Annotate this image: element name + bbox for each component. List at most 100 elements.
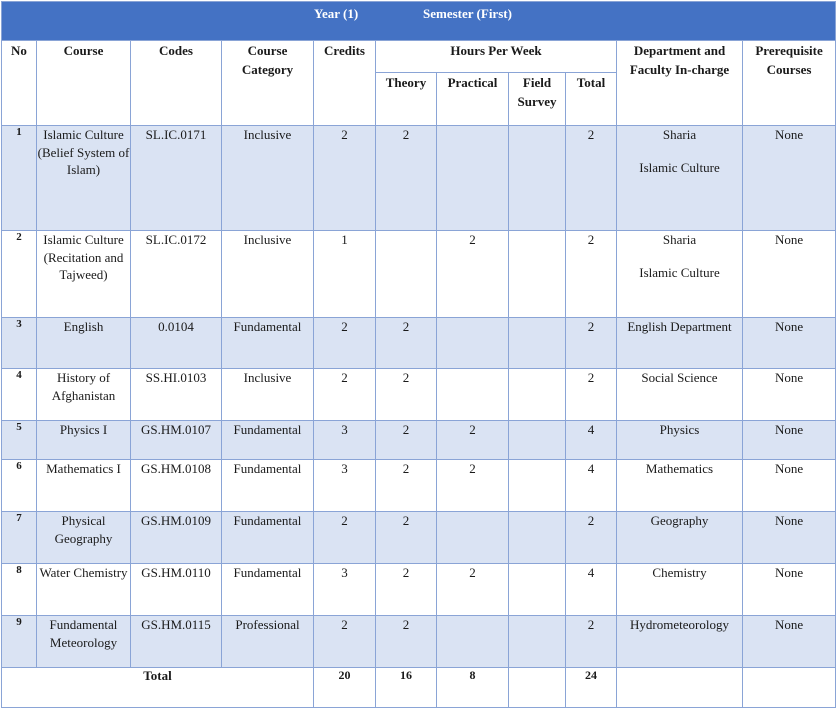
field-hours	[508, 615, 566, 668]
total-hours-sum: 24	[565, 667, 617, 708]
semester-label: Semester (First)	[423, 6, 512, 21]
course-code: GS.HM.0107	[130, 420, 222, 460]
course-category: Inclusive	[221, 230, 314, 318]
course-credits: 2	[313, 615, 376, 668]
prerequisite: None	[741, 230, 837, 318]
field-hours	[508, 511, 566, 564]
header-category: Course Category	[221, 40, 314, 126]
prerequisite: None	[741, 511, 837, 564]
practical-hours: 2	[436, 563, 509, 616]
prerequisite: None	[741, 615, 837, 668]
row-number: 8	[1, 563, 37, 616]
course-credits: 3	[313, 563, 376, 616]
theory-hours: 2	[375, 459, 437, 512]
practical-hours: 2	[436, 420, 509, 460]
row-number: 2	[1, 230, 37, 318]
course-category: Fundamental	[221, 511, 314, 564]
course-name: Fundamental Meteorology	[36, 615, 131, 668]
faculty-name: Islamic Culture	[639, 264, 720, 280]
table-row: 7 Physical Geography GS.HM.0109 Fundamen…	[1, 511, 837, 564]
totals-row: Total 20 16 8 24	[1, 667, 837, 708]
table-row: 8 Water Chemistry GS.HM.0110 Fundamental…	[1, 563, 837, 616]
department-name: Physics	[616, 420, 743, 460]
total-hours: 4	[565, 563, 617, 616]
practical-hours	[436, 368, 509, 421]
row-number: 6	[1, 459, 37, 512]
total-practical: 8	[436, 667, 509, 708]
theory-hours	[375, 230, 437, 318]
course-category: Fundamental	[221, 459, 314, 512]
header-credits: Credits	[313, 40, 376, 126]
department-name: Geography	[616, 511, 743, 564]
header-codes: Codes	[130, 40, 222, 126]
total-department-empty	[616, 667, 743, 708]
theory-hours: 2	[375, 317, 437, 369]
field-hours	[508, 317, 566, 369]
theory-hours: 2	[375, 615, 437, 668]
header-theory: Theory	[375, 72, 437, 126]
header-no: No	[1, 40, 37, 126]
row-number: 5	[1, 420, 37, 460]
total-hours: 4	[565, 420, 617, 460]
row-number: 7	[1, 511, 37, 564]
total-hours: 2	[565, 317, 617, 369]
total-hours: 2	[565, 125, 617, 231]
department-cell: Sharia Islamic Culture	[616, 230, 743, 318]
prerequisite: None	[741, 125, 837, 231]
prerequisite: None	[741, 459, 837, 512]
course-code: GS.HM.0109	[130, 511, 222, 564]
practical-hours	[436, 317, 509, 369]
total-hours: 2	[565, 511, 617, 564]
course-code: SL.IC.0172	[130, 230, 222, 318]
department-name: Sharia	[662, 232, 697, 247]
course-name: Physics I	[36, 420, 131, 460]
table-row: 2 Islamic Culture (Recitation and Tajwee…	[1, 230, 837, 318]
department-name: English Department	[616, 317, 743, 369]
subheader-row: Theory Practical Field Survey Total	[2, 72, 836, 126]
course-code: SS.HI.0103	[130, 368, 222, 421]
course-category: Fundamental	[221, 563, 314, 616]
course-name: Mathematics I	[36, 459, 131, 512]
course-category: Fundamental	[221, 420, 314, 460]
course-code: GS.HM.0115	[130, 615, 222, 668]
table-row: 5 Physics I GS.HM.0107 Fundamental 3 2 2…	[1, 420, 837, 460]
practical-hours	[436, 511, 509, 564]
department-name: Mathematics	[616, 459, 743, 512]
practical-hours: 2	[436, 459, 509, 512]
department-name: Hydrometeorology	[616, 615, 743, 668]
prerequisite: None	[741, 563, 837, 616]
course-credits: 2	[313, 511, 376, 564]
course-credits: 2	[313, 317, 376, 369]
course-name: English	[36, 317, 131, 369]
row-number: 1	[1, 125, 37, 231]
total-hours: 2	[565, 230, 617, 318]
table-row: 1 Islamic Culture (Belief System of Isla…	[1, 125, 837, 231]
header-practical: Practical	[436, 72, 509, 126]
course-code: GS.HM.0110	[130, 563, 222, 616]
course-credits: 3	[313, 420, 376, 460]
total-theory: 16	[375, 667, 437, 708]
prerequisite: None	[741, 368, 837, 421]
course-credits: 3	[313, 459, 376, 512]
course-name: Water Chemistry	[36, 563, 131, 616]
header-prerequisite: Prerequisite Courses	[741, 40, 837, 126]
table-row: 6 Mathematics I GS.HM.0108 Fundamental 3…	[1, 459, 837, 512]
field-hours	[508, 230, 566, 318]
course-name: Islamic Culture (Recitation and Tajweed)	[36, 230, 131, 318]
course-credits: 2	[313, 125, 376, 231]
course-category: Inclusive	[221, 125, 314, 231]
field-hours	[508, 459, 566, 512]
total-field	[508, 667, 566, 708]
course-category: Professional	[221, 615, 314, 668]
header-hours-per-week: Hours Per Week	[375, 40, 617, 73]
table-row: 4 History of Afghanistan SS.HI.0103 Incl…	[1, 368, 837, 421]
field-hours	[508, 420, 566, 460]
field-hours	[508, 125, 566, 231]
header-field-survey: Field Survey	[508, 72, 566, 126]
prerequisite: None	[741, 420, 837, 460]
course-name: History of Afghanistan	[36, 368, 131, 421]
course-credits: 2	[313, 368, 376, 421]
field-hours	[508, 563, 566, 616]
practical-hours: 2	[436, 230, 509, 318]
faculty-name: Islamic Culture	[639, 159, 720, 175]
